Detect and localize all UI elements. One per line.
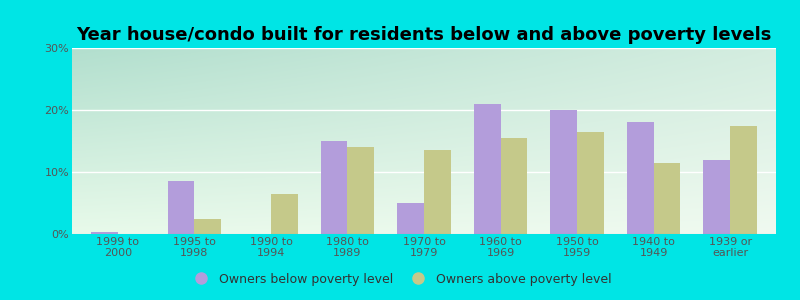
Bar bbox=[550, 110, 577, 234]
Title: Year house/condo built for residents below and above poverty levels: Year house/condo built for residents bel… bbox=[76, 26, 772, 44]
Bar bbox=[168, 181, 194, 234]
Bar bbox=[321, 141, 347, 234]
Bar bbox=[91, 232, 118, 234]
Legend: Owners below poverty level, Owners above poverty level: Owners below poverty level, Owners above… bbox=[184, 268, 616, 291]
Bar bbox=[730, 125, 757, 234]
Bar bbox=[626, 122, 654, 234]
Bar bbox=[194, 218, 222, 234]
Bar bbox=[474, 104, 501, 234]
Bar bbox=[654, 163, 680, 234]
Bar bbox=[398, 203, 424, 234]
Bar bbox=[347, 147, 374, 234]
Bar bbox=[424, 150, 450, 234]
Bar bbox=[703, 160, 730, 234]
Bar bbox=[501, 138, 527, 234]
Bar bbox=[577, 132, 604, 234]
Bar bbox=[271, 194, 298, 234]
